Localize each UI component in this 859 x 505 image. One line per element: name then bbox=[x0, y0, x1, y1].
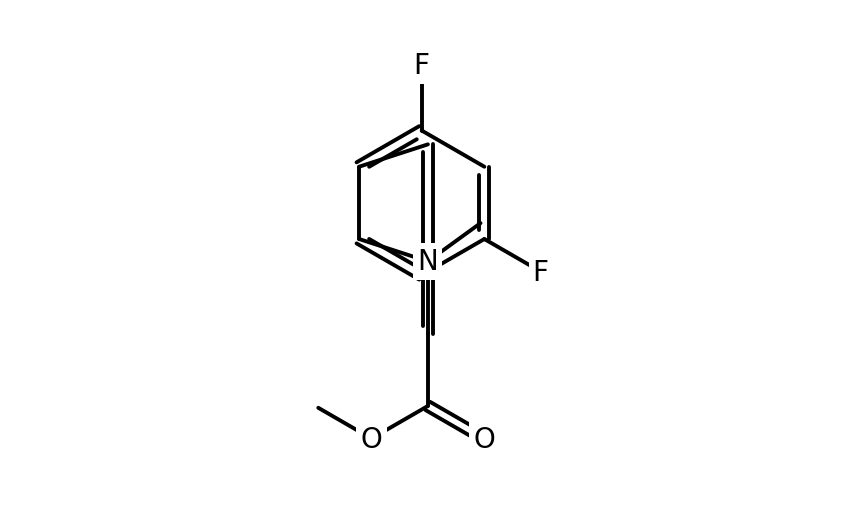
Text: F: F bbox=[414, 53, 430, 80]
Text: O: O bbox=[473, 425, 495, 452]
Text: F: F bbox=[533, 258, 549, 286]
Text: O: O bbox=[361, 425, 382, 452]
Text: N: N bbox=[417, 248, 438, 276]
